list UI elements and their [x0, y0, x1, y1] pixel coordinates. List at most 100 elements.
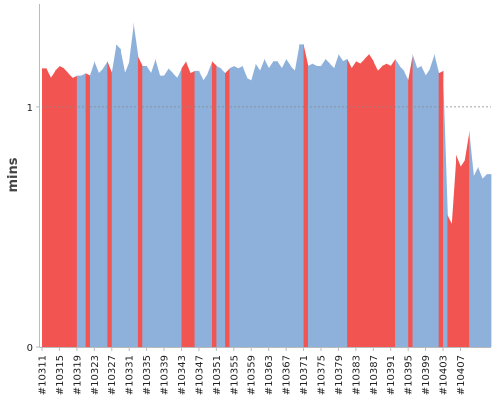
- duration-area: [42, 22, 492, 348]
- build-segment-10365: [277, 61, 283, 348]
- y-axis-title: mins: [6, 157, 21, 192]
- build-segment-10355: [233, 66, 239, 347]
- build-segment-10322: [89, 61, 95, 348]
- build-segment-10412: [482, 174, 488, 347]
- x-tick-label-10375: #10375: [316, 355, 327, 395]
- build-segment-10358: [246, 78, 252, 348]
- build-segment-10393: [399, 66, 405, 347]
- build-segment-10361: [259, 58, 265, 347]
- build-segment-10359: [251, 63, 257, 348]
- build-segment-10339: [164, 68, 169, 348]
- build-segment-10324: [98, 68, 104, 348]
- build-segment-10346: [194, 70, 200, 348]
- build-segment-10405: [451, 154, 457, 347]
- x-tick-label-10319: #10319: [72, 355, 83, 395]
- build-segment-10327: [111, 44, 117, 347]
- build-segment-10409: [469, 130, 474, 347]
- build-segment-10313: [50, 70, 56, 348]
- build-segment-10311: [42, 68, 47, 348]
- build-segment-10328: [116, 44, 121, 347]
- axes: 0 1 #10311 #10315 #10319 #10323 #10327 #10331 #1…: [27, 4, 491, 395]
- build-segment-10364: [273, 61, 278, 348]
- build-segment-10392: [395, 58, 400, 347]
- x-tick-label-10347: #10347: [194, 355, 205, 395]
- build-segment-10370: [299, 44, 304, 347]
- build-segment-10353: [225, 68, 230, 348]
- build-segment-10394: [403, 70, 409, 348]
- build-segment-10379: [338, 54, 344, 347]
- build-segment-10400: [429, 54, 435, 347]
- x-tick-label-10339: #10339: [160, 355, 171, 395]
- build-segment-10375: [320, 58, 326, 347]
- build-segment-10399: [425, 68, 431, 348]
- build-segment-10382: [351, 61, 357, 348]
- x-tick-label-10359: #10359: [247, 355, 258, 395]
- build-segment-10384: [360, 58, 365, 347]
- build-segment-10402: [438, 70, 444, 348]
- build-segment-10369: [294, 44, 300, 347]
- build-segment-10354: [229, 66, 235, 347]
- x-tick-label-10371: #10371: [299, 355, 310, 395]
- build-segment-10338: [159, 75, 165, 348]
- build-segment-10335: [146, 66, 152, 347]
- build-segment-10410: [473, 166, 479, 347]
- build-segment-10363: [268, 61, 274, 348]
- build-segment-10321: [85, 73, 91, 347]
- build-segment-10406: [456, 154, 461, 347]
- build-segment-10343: [181, 61, 187, 348]
- build-segment-10347: [198, 70, 204, 348]
- build-segment-10397: [416, 66, 422, 347]
- y-tick-label-0: 0: [27, 343, 33, 354]
- build-segment-10348: [203, 73, 209, 347]
- x-tick-label-10391: #10391: [386, 355, 397, 395]
- build-segment-10336: [150, 58, 156, 347]
- build-segment-10319: [76, 75, 82, 348]
- build-segment-10360: [255, 63, 261, 348]
- build-segment-10401: [434, 54, 440, 347]
- build-segment-10383: [355, 61, 361, 348]
- build-segment-10386: [368, 54, 374, 347]
- build-segment-10323: [94, 61, 100, 348]
- build-segment-10387: [373, 61, 379, 348]
- build-segment-10377: [329, 63, 335, 348]
- x-tick-label-10315: #10315: [55, 355, 66, 395]
- build-segment-10332: [133, 22, 139, 348]
- build-segment-10356: [238, 66, 243, 347]
- build-segment-10320: [81, 73, 86, 347]
- build-segment-10376: [325, 58, 331, 347]
- x-tick-label-10335: #10335: [142, 355, 153, 395]
- build-segment-10318: [72, 75, 78, 348]
- build-segment-10352: [220, 68, 226, 348]
- x-tick-label-10379: #10379: [334, 355, 345, 395]
- build-segment-10341: [172, 73, 178, 347]
- x-tick-label-10403: #10403: [439, 355, 450, 395]
- build-segment-10337: [155, 58, 161, 347]
- build-segment-10390: [386, 63, 392, 348]
- build-segment-10372: [307, 63, 313, 348]
- build-segment-10314: [55, 66, 60, 347]
- x-tick-label-10395: #10395: [404, 355, 415, 395]
- x-tick-label-10363: #10363: [264, 355, 275, 395]
- build-segment-10329: [120, 49, 126, 348]
- build-segment-10391: [390, 58, 396, 347]
- build-segment-10342: [177, 68, 182, 348]
- build-segment-10395: [408, 54, 413, 347]
- build-segment-10368: [290, 66, 296, 347]
- x-tick-label-10327: #10327: [107, 355, 118, 395]
- build-segment-10411: [477, 166, 483, 347]
- build-segment-10357: [242, 66, 248, 347]
- build-segment-10344: [185, 61, 191, 348]
- build-segment-10385: [364, 54, 370, 347]
- build-segment-10362: [264, 58, 270, 347]
- build-segment-10403: [443, 70, 448, 348]
- build-segment-10389: [382, 63, 387, 348]
- build-segment-10316: [63, 68, 69, 348]
- build-segment-10331: [129, 22, 134, 348]
- build-segment-10350: [212, 61, 217, 348]
- build-segment-10333: [137, 56, 143, 348]
- build-segment-10367: [286, 58, 291, 347]
- y-tick-label-1: 1: [27, 103, 33, 114]
- build-segment-10312: [46, 68, 52, 348]
- build-segment-10388: [377, 66, 383, 347]
